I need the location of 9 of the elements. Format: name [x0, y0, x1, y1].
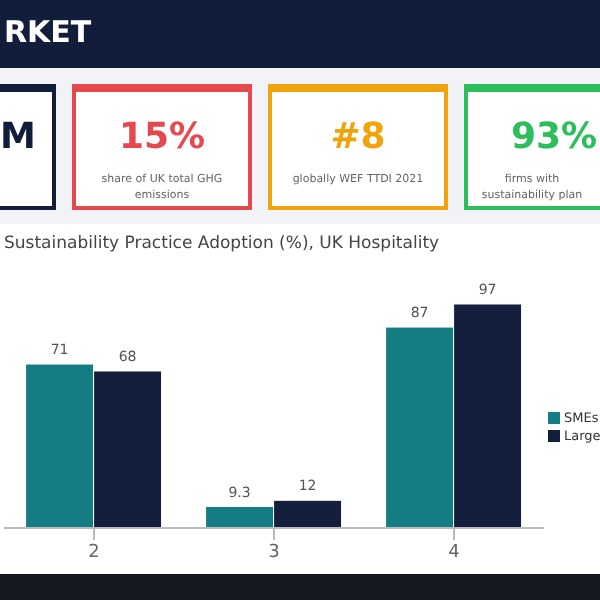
- category-label: M: [0, 116, 38, 158]
- category-label: 93%: [508, 116, 600, 158]
- x-tick-label: 4: [448, 542, 461, 563]
- text: RKET: [4, 14, 92, 50]
- category-label: 15%: [116, 116, 208, 158]
- chart-title: Sustainability Practice Adoption (%), UK Hospitality: [4, 234, 440, 254]
- x-tick-label: 2: [88, 542, 100, 563]
- category-label: #8: [328, 116, 388, 158]
- x-tick-label: 3: [268, 542, 280, 563]
